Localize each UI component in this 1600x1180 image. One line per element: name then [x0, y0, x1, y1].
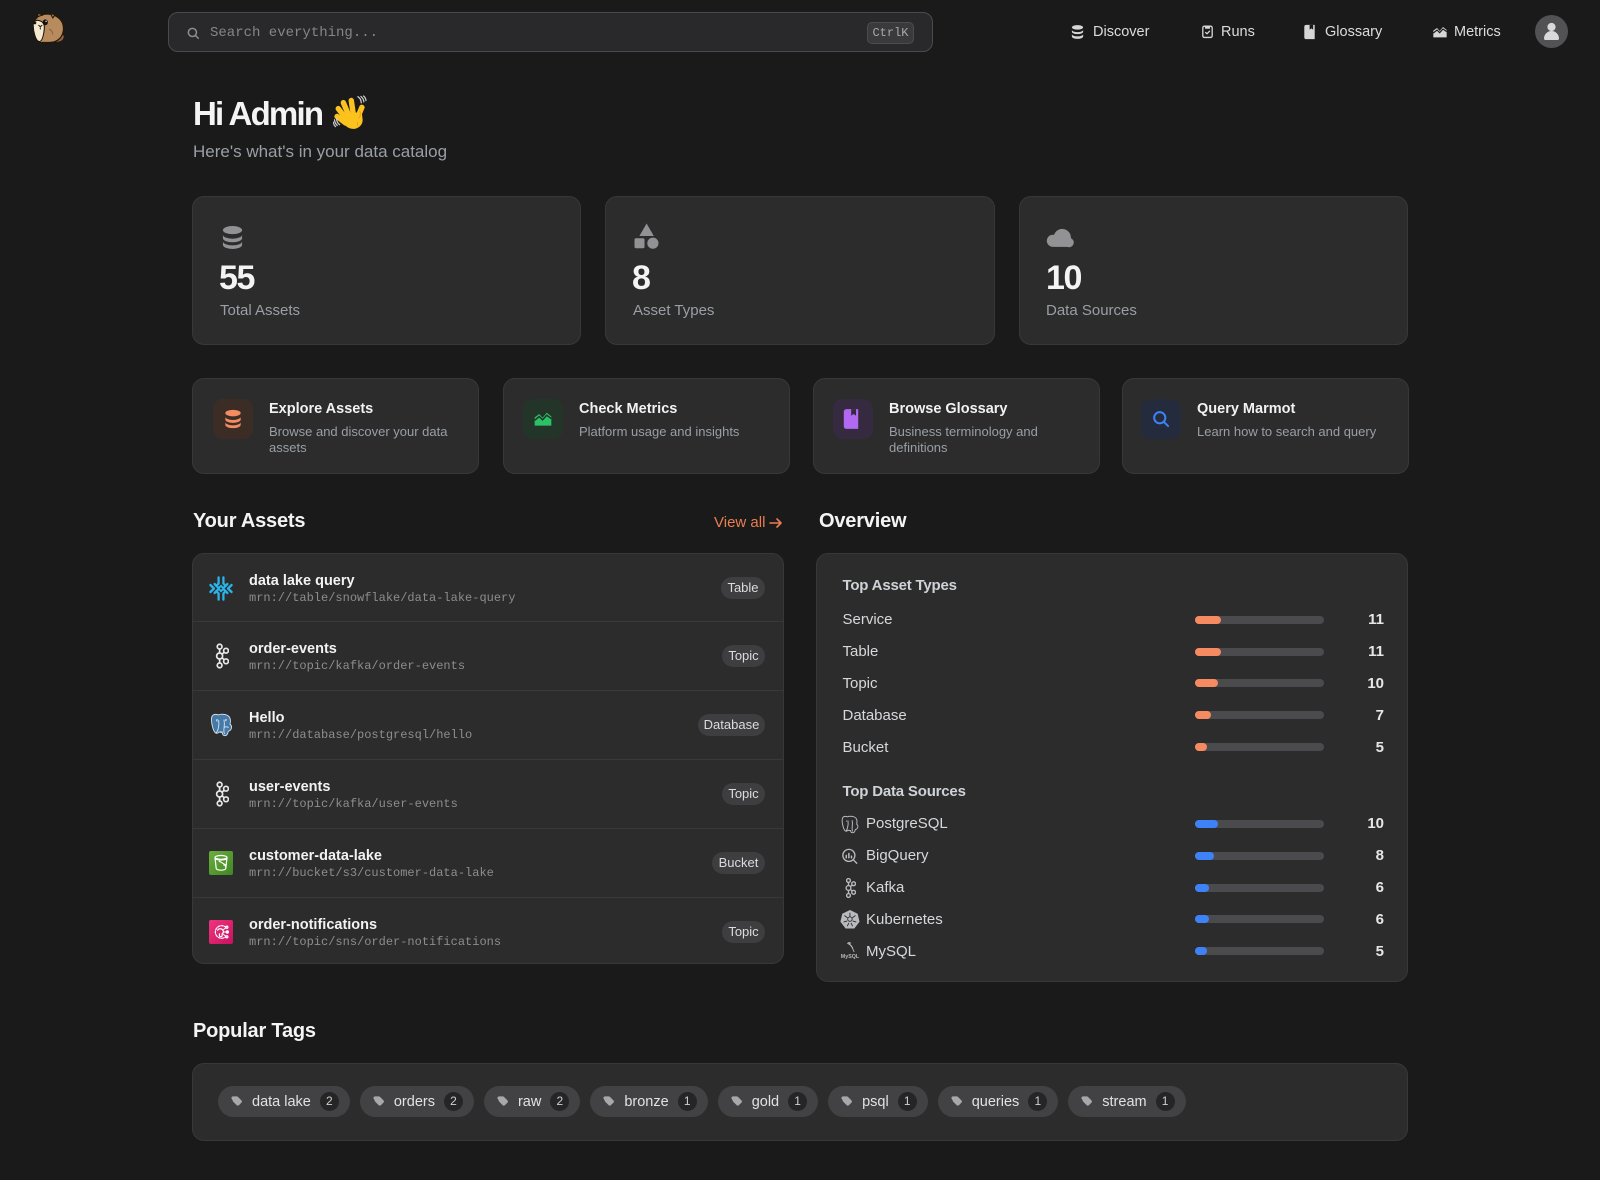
- svg-text:MySQL: MySQL: [841, 954, 860, 960]
